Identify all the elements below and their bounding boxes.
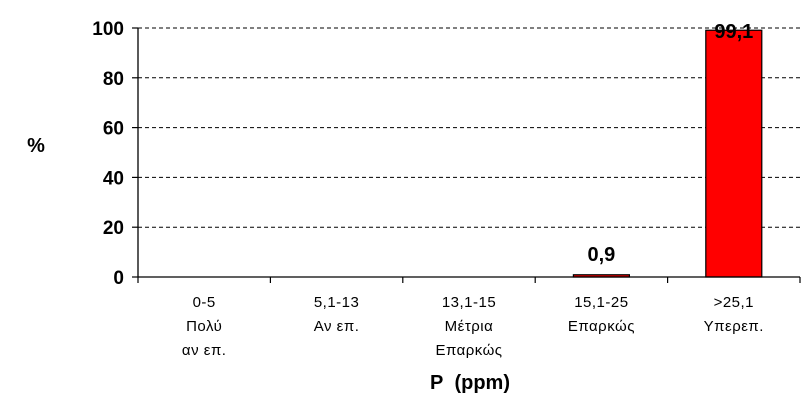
y-tick-label: 20 <box>103 218 124 239</box>
x-tick-label: 13,1-15 <box>442 294 496 311</box>
x-tick-label: Μέτρια <box>445 318 494 335</box>
x-tick-label: αν επ. <box>182 342 227 359</box>
y-tick-label: 60 <box>103 119 124 140</box>
x-tick-label: 15,1-25 <box>574 294 628 311</box>
data-label: 0,9 <box>587 244 615 266</box>
data-label: 99,1 <box>714 21 753 43</box>
x-tick-label: Επαρκώς <box>568 318 635 335</box>
bars <box>572 29 763 278</box>
x-tick-label: 5,1-13 <box>314 294 360 311</box>
bar <box>705 29 763 278</box>
labels: 0 20 40 60 80 100 0,9 99,1 0-5 Πολύ αν επ. 5,1-13 Αν… <box>92 19 764 359</box>
x-tick-label: >25,1 <box>714 294 754 311</box>
y-axis-title: % <box>27 135 45 157</box>
y-tick-label: 80 <box>103 69 124 90</box>
x-tick-label: Υπερεπ. <box>704 318 764 335</box>
x-axis-title: P (ppm) <box>430 372 510 394</box>
axes <box>132 27 801 283</box>
y-tick-label: 40 <box>103 168 124 189</box>
x-tick-label: Επαρκώς <box>435 342 502 359</box>
x-tick-label: Πολύ <box>186 318 222 335</box>
y-tick-label: 0 <box>113 268 124 289</box>
gridlines <box>138 27 800 228</box>
x-tick-label: Αν επ. <box>314 318 360 335</box>
x-tick-label: 0-5 <box>193 294 216 311</box>
y-tick-label: 100 <box>92 19 124 40</box>
